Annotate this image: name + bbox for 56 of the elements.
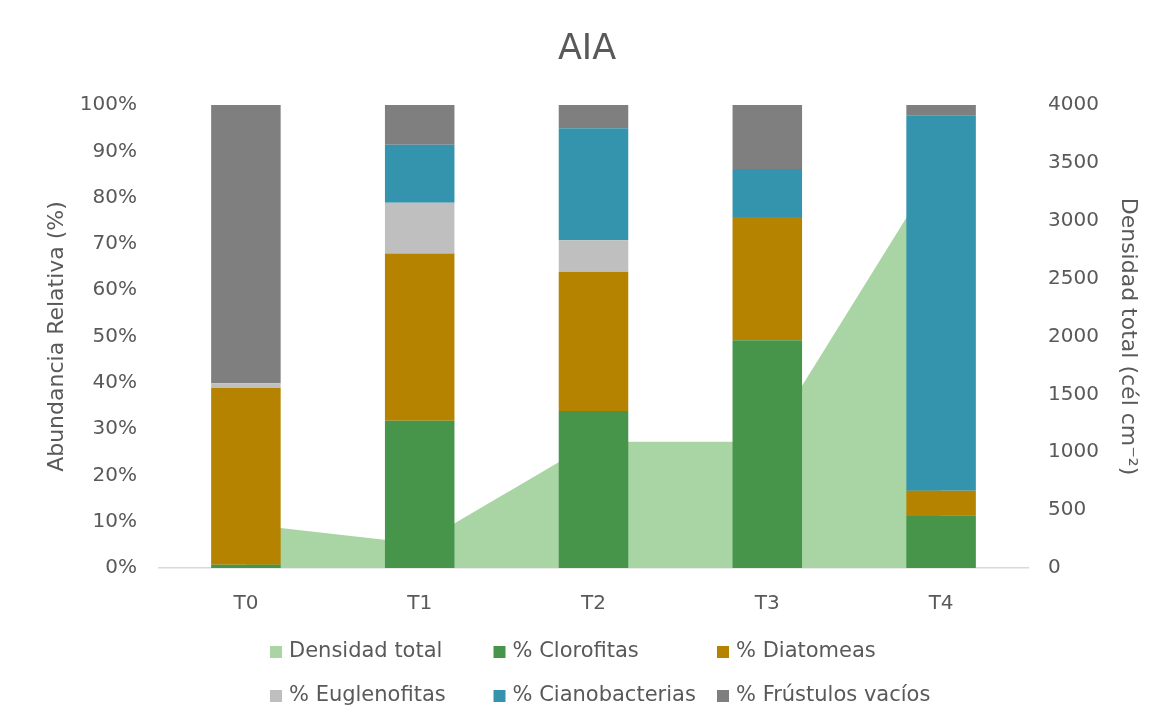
y-tick-label: 40%	[92, 369, 137, 393]
y2-tick-label: 3500	[1048, 149, 1099, 174]
y-tick-label: 70%	[92, 230, 137, 255]
legend-label: % Clorofitas	[512, 638, 639, 663]
bar	[558, 128, 629, 241]
y-tick-label: 80%	[92, 183, 137, 208]
y-axis-title: Abundancia Relativa (%)	[42, 201, 68, 472]
bar	[558, 240, 629, 272]
bar	[732, 217, 803, 341]
bar	[906, 515, 976, 568]
y-tick-label: 50%	[92, 322, 137, 347]
y2-tick-label: 0	[1048, 554, 1061, 579]
y-tick-label: 60%	[92, 276, 137, 301]
y2-axis-title: Densidad total (cél cm⁻²)	[1117, 197, 1143, 476]
bar	[211, 564, 281, 568]
y2-tick-label: 2500	[1048, 264, 1099, 289]
bar	[558, 271, 629, 412]
bar	[732, 105, 803, 169]
chart-title: AIA	[557, 27, 617, 68]
bar	[211, 105, 281, 384]
bar	[211, 383, 281, 388]
bar	[384, 420, 455, 568]
y-tick-label: 0%	[105, 554, 137, 579]
y2-tick-label: 3000	[1048, 206, 1099, 231]
bar	[211, 387, 281, 565]
y-tick-label: 20%	[92, 461, 137, 486]
y2-tick-label: 4000	[1048, 91, 1099, 116]
bar	[384, 105, 455, 145]
legend-label: % Cianobacterias	[512, 682, 696, 707]
bar	[732, 168, 803, 218]
y2-tick-label: 500	[1048, 496, 1087, 521]
legend-label: Densidad total	[289, 638, 443, 663]
bar	[384, 144, 455, 203]
bar	[732, 340, 803, 568]
legend-label: % Diatomeas	[736, 638, 876, 663]
y-tick-label: 90%	[92, 137, 137, 162]
y2-tick-label: 1000	[1048, 438, 1099, 463]
bar	[906, 105, 976, 116]
x-tick-label: T2	[580, 590, 606, 615]
y2-tick-label: 1500	[1048, 380, 1099, 405]
x-tick-label: T0	[232, 590, 259, 615]
x-tick-label: T4	[927, 590, 954, 615]
legend-label: % Euglenofitas	[289, 682, 446, 707]
bar	[384, 253, 455, 421]
x-tick-label: T1	[406, 590, 433, 615]
bar	[906, 490, 976, 516]
bar	[558, 105, 629, 129]
y-tick-label: 100%	[79, 91, 137, 116]
y-tick-label: 30%	[92, 415, 137, 440]
bar	[906, 115, 976, 491]
y-tick-label: 10%	[92, 507, 137, 532]
bar	[384, 202, 455, 254]
bar	[558, 411, 629, 568]
y2-tick-label: 2000	[1048, 322, 1099, 347]
x-tick-label: T3	[753, 590, 780, 615]
legend-label: % Frústulos vacíos	[736, 682, 931, 707]
